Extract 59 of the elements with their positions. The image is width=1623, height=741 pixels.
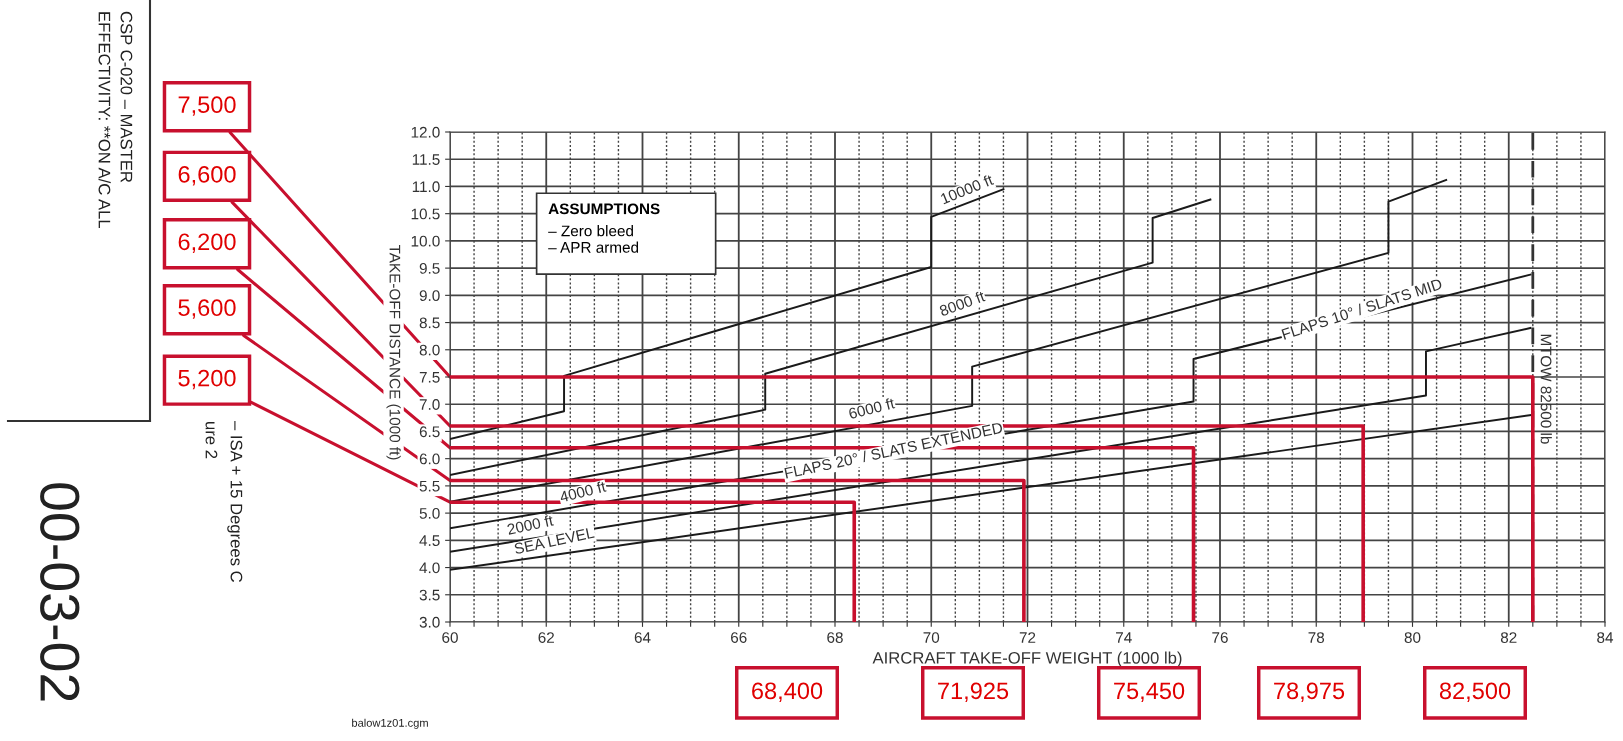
x-axis-title: AIRCRAFT TAKE-OFF WEIGHT (1000 lb)	[872, 651, 1182, 668]
text: 00-03-02	[40, 483, 80, 701]
text: 75,450	[1114, 682, 1185, 702]
annotation: 10000 ft	[939, 173, 995, 205]
x-tick-label: 76	[1212, 632, 1228, 643]
y-tick-label: 10.0	[411, 235, 440, 247]
x-tick-label: 62	[538, 632, 554, 643]
y-tick-label: 11.5	[412, 154, 440, 165]
y-tick-label: 10.5	[411, 208, 440, 220]
text: ure 2	[205, 422, 218, 459]
annotation: 7,500	[178, 96, 236, 116]
y-tick-label: 8.5	[419, 317, 440, 329]
y-tick-label: 11.0	[412, 181, 440, 193]
x-tick-label: 70	[923, 632, 940, 643]
text: 82,500	[1439, 682, 1511, 702]
x-tick-label: 60	[442, 632, 458, 643]
annotation: 5,600	[178, 299, 236, 319]
annotation: 6000 ft	[848, 397, 896, 420]
annotation: 6,600	[178, 165, 236, 186]
x-tick-label: 64	[634, 632, 651, 643]
annotation: 5,200	[178, 369, 236, 390]
y-tick-label: 4.5	[419, 535, 440, 547]
y-tick-label: 3.5	[419, 589, 440, 601]
x-tick-label: 78	[1308, 632, 1325, 643]
text: balow1z01.cgm	[352, 718, 428, 729]
text: 71,925	[938, 682, 1009, 702]
annotation: – Zero bleed	[548, 225, 633, 237]
x-tick-label: 68	[827, 632, 843, 643]
x-tick-label: 84	[1597, 632, 1614, 643]
y-tick-label: 4.0	[419, 562, 440, 574]
y-tick-label: 9.0	[419, 290, 440, 302]
text: 78,975	[1274, 682, 1345, 702]
y-tick-label: 6.5	[419, 426, 440, 438]
y-tick-label: 5.5	[419, 480, 440, 492]
ref-line-label: MTOW 82500 lb	[1540, 334, 1552, 444]
y-tick-label: 9.5	[419, 262, 440, 274]
y-tick-label: 6.0	[419, 453, 440, 465]
text: 68,400	[752, 682, 823, 702]
y-tick-label: 5.0	[419, 507, 440, 519]
y-tick-label: 12.0	[411, 126, 440, 138]
text: – ISA + 15 Degrees C	[227, 421, 243, 583]
y-tick-label: 7.5	[419, 372, 440, 383]
x-tick-label: 82	[1500, 632, 1517, 643]
annotation: 6,200	[178, 233, 236, 253]
text: CSP C-020 – MASTER	[120, 11, 133, 183]
x-tick-label: 72	[1019, 632, 1036, 643]
y-tick-label: 3.0	[419, 616, 440, 628]
text: EFFECTIVITY: **ON A/C ALL	[98, 12, 111, 229]
annotation: – APR armed	[548, 241, 639, 253]
x-tick-label: 80	[1404, 632, 1421, 643]
y-tick-label: 7.0	[419, 399, 440, 410]
x-tick-label: 74	[1116, 632, 1132, 643]
annotation: 4000 ft	[558, 480, 607, 503]
annotation: ASSUMPTIONS	[548, 203, 660, 215]
y-axis-title: TAKE-OFF DISTANCE (1000 ft)	[386, 244, 401, 460]
annotation: 8000 ft	[938, 290, 986, 317]
annotation: FLAPS 10° / SLATS MID	[1281, 277, 1443, 340]
x-tick-label: 66	[731, 632, 747, 643]
y-tick-label: 8.0	[419, 344, 440, 356]
